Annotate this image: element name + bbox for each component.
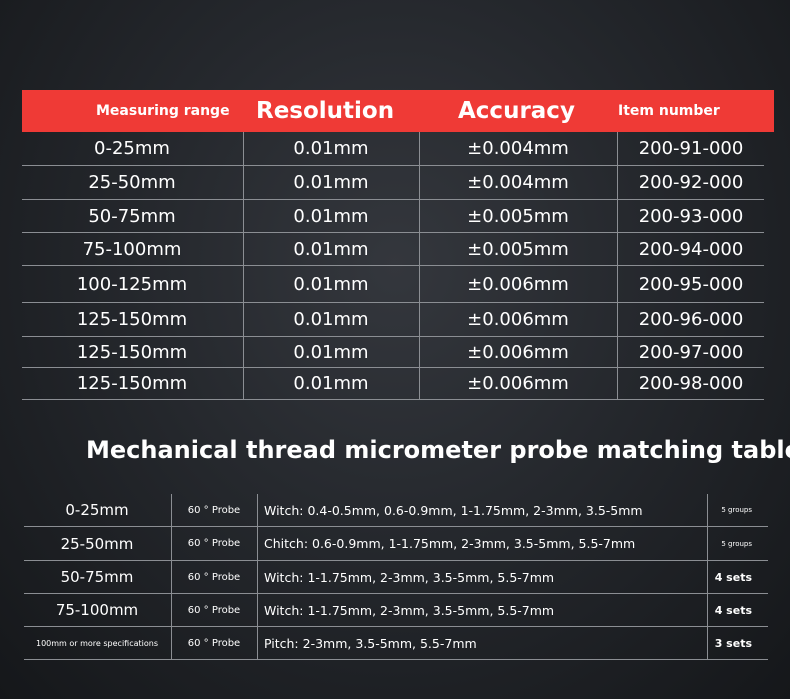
- range-cell: 0-25mm: [94, 138, 170, 159]
- item-number-cell: 200-93-000: [638, 205, 744, 227]
- spec-row: 125-150mm 0.01mm ±0.006mm 200-97-000: [22, 337, 764, 368]
- probe-type-cell: 60 ° Probe: [187, 504, 241, 516]
- spec-row: 125-150mm 0.01mm ±0.006mm 200-98-000: [22, 368, 764, 400]
- probe-sizes-cell: Witch: 1-1.75mm, 2-3mm, 3.5-5mm, 5.5-7mm: [264, 569, 555, 585]
- probe-type-cell: 60 ° Probe: [187, 571, 241, 583]
- column-divider: [617, 132, 618, 400]
- probe-sets-cell: 5 groups: [721, 539, 752, 548]
- probe-sizes-cell: Chitch: 0.6-0.9mm, 1-1.75mm, 2-3mm, 3.5-…: [264, 536, 636, 551]
- accuracy-cell: ±0.006mm: [467, 373, 569, 394]
- probe-type-cell: 60 ° Probe: [187, 538, 241, 549]
- column-divider: [257, 494, 258, 660]
- range-cell: 100-125mm: [76, 273, 188, 295]
- probe-sizes-cell: Witch: 0.4-0.5mm, 0.6-0.9mm, 1-1.75mm, 2…: [264, 502, 643, 518]
- accuracy-cell: ±0.006mm: [467, 309, 569, 330]
- item-number-cell: 200-91-000: [638, 138, 744, 159]
- item-number-cell: 200-95-000: [638, 273, 744, 295]
- probe-type-cell: 60 ° Probe: [187, 604, 241, 616]
- probe-sets-cell: 3 sets: [714, 636, 752, 650]
- accuracy-cell: ±0.005mm: [467, 205, 569, 227]
- probe-sizes-cell: Witch: 1-1.75mm, 2-3mm, 3.5-5mm, 5.5-7mm: [264, 602, 555, 618]
- probe-table: 0-25mm 60 ° Probe Witch: 0.4-0.5mm, 0.6-…: [24, 494, 768, 660]
- item-number-cell: 200-97-000: [638, 341, 744, 363]
- probe-row: 0-25mm 60 ° Probe Witch: 0.4-0.5mm, 0.6-…: [24, 494, 768, 527]
- item-number-cell: 200-94-000: [638, 238, 744, 260]
- range-cell: 50-75mm: [88, 205, 176, 227]
- item-number-cell: 200-96-000: [638, 309, 744, 330]
- probe-row: 75-100mm 60 ° Probe Witch: 1-1.75mm, 2-3…: [24, 594, 768, 627]
- probe-row: 25-50mm 60 ° Probe Chitch: 0.6-0.9mm, 1-…: [24, 527, 768, 561]
- probe-row: 50-75mm 60 ° Probe Witch: 1-1.75mm, 2-3m…: [24, 561, 768, 594]
- accuracy-cell: ±0.004mm: [467, 172, 569, 193]
- spec-row: 50-75mm 0.01mm ±0.005mm 200-93-000: [22, 200, 764, 233]
- range-cell: 125-150mm: [76, 309, 188, 330]
- resolution-cell: 0.01mm: [293, 373, 369, 394]
- header-resolution: Resolution: [256, 98, 395, 124]
- probe-row: 100mm or more specifications 60 ° Probe …: [24, 627, 768, 660]
- accuracy-cell: ±0.006mm: [467, 273, 569, 295]
- spec-row: 25-50mm 0.01mm ±0.004mm 200-92-000: [22, 166, 764, 200]
- resolution-cell: 0.01mm: [293, 238, 369, 260]
- probe-range-cell: 25-50mm: [60, 534, 134, 553]
- resolution-cell: 0.01mm: [293, 205, 369, 227]
- probe-sets-cell: 5 groups: [721, 506, 752, 514]
- spec-row: 75-100mm 0.01mm ±0.005mm 200-94-000: [22, 233, 764, 266]
- accuracy-cell: ±0.004mm: [467, 138, 569, 159]
- range-cell: 75-100mm: [82, 238, 182, 260]
- column-divider: [243, 132, 244, 400]
- spec-row: 100-125mm 0.01mm ±0.006mm 200-95-000: [22, 266, 764, 303]
- resolution-cell: 0.01mm: [293, 138, 369, 159]
- header-accuracy: Accuracy: [458, 98, 575, 124]
- spec-table: Measuring range Resolution Accuracy Item…: [22, 90, 774, 400]
- probe-sizes-cell: Pitch: 2-3mm, 3.5-5mm, 5.5-7mm: [264, 635, 477, 651]
- spec-row: 125-150mm 0.01mm ±0.006mm 200-96-000: [22, 303, 764, 337]
- probe-range-cell: 75-100mm: [55, 601, 139, 619]
- spec-header-bar: Measuring range Resolution Accuracy Item…: [22, 90, 774, 132]
- item-number-cell: 200-98-000: [638, 373, 744, 394]
- accuracy-cell: ±0.005mm: [467, 238, 569, 260]
- header-measuring-range: Measuring range: [96, 103, 230, 119]
- resolution-cell: 0.01mm: [293, 172, 369, 193]
- section-title: Mechanical thread micrometer probe match…: [86, 436, 790, 464]
- probe-range-cell: 100mm or more specifications: [35, 638, 158, 648]
- accuracy-cell: ±0.006mm: [467, 341, 569, 363]
- spec-body: 0-25mm 0.01mm ±0.004mm 200-91-000 25-50m…: [22, 132, 774, 400]
- probe-type-cell: 60 ° Probe: [187, 637, 241, 649]
- probe-sets-cell: 4 sets: [714, 603, 752, 617]
- column-divider: [707, 494, 708, 660]
- probe-range-cell: 50-75mm: [60, 568, 134, 586]
- column-divider: [419, 132, 420, 400]
- range-cell: 25-50mm: [88, 172, 176, 193]
- resolution-cell: 0.01mm: [293, 273, 369, 295]
- probe-sets-cell: 4 sets: [714, 570, 752, 584]
- spec-row: 0-25mm 0.01mm ±0.004mm 200-91-000: [22, 132, 764, 166]
- range-cell: 125-150mm: [76, 341, 188, 363]
- resolution-cell: 0.01mm: [293, 341, 369, 363]
- header-item-number: Item number: [618, 103, 720, 119]
- column-divider: [171, 494, 172, 660]
- item-number-cell: 200-92-000: [638, 172, 744, 193]
- resolution-cell: 0.01mm: [293, 309, 369, 330]
- range-cell: 125-150mm: [76, 373, 188, 394]
- probe-range-cell: 0-25mm: [65, 501, 129, 519]
